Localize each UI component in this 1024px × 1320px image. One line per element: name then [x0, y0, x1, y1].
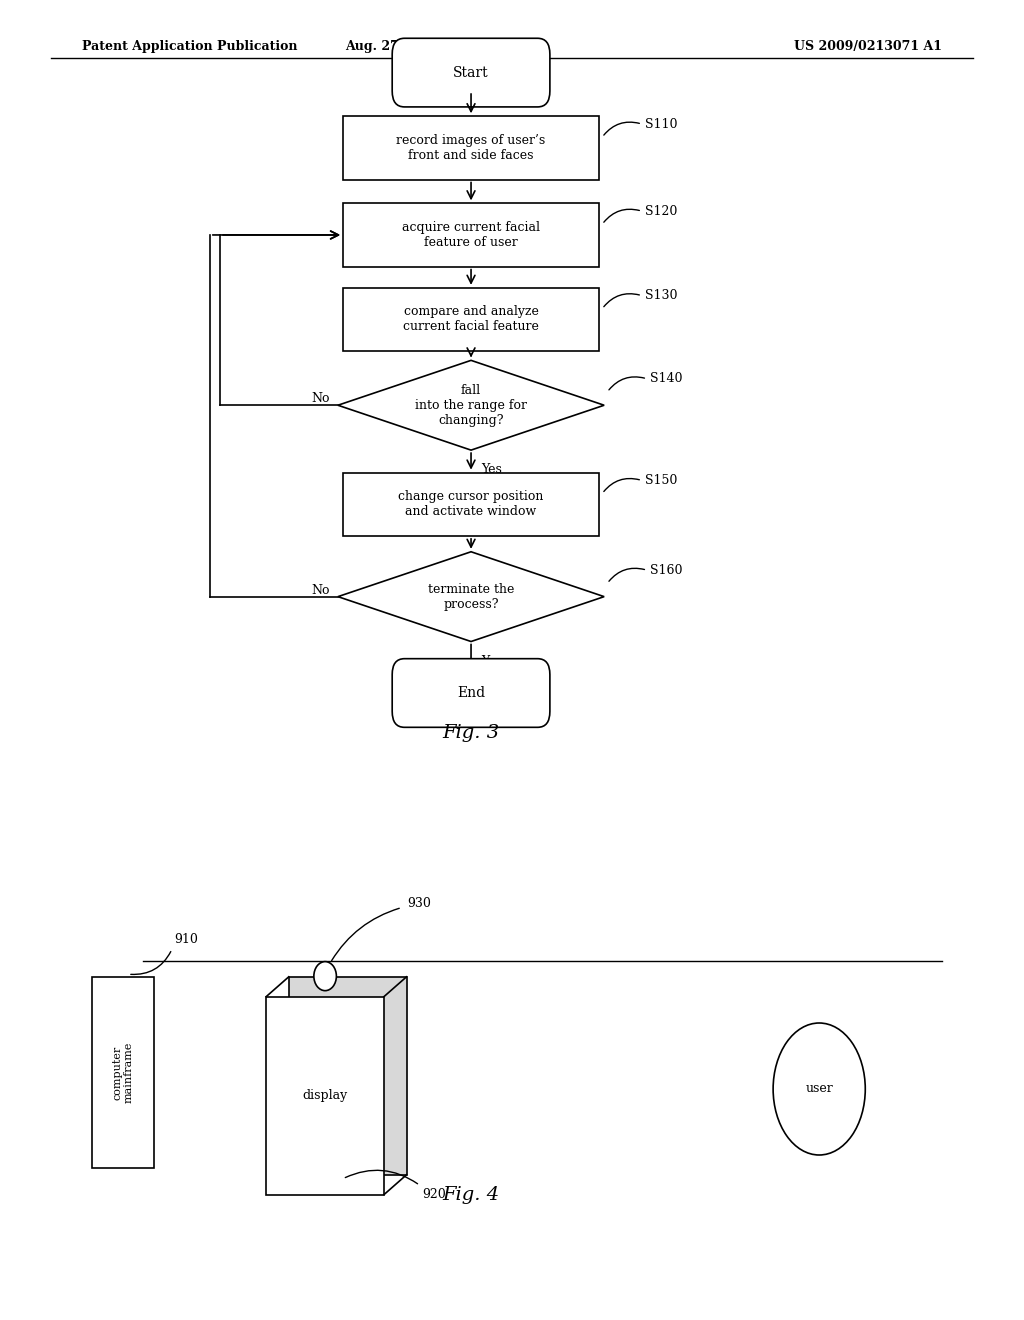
Text: 930: 930: [408, 898, 431, 909]
Text: S130: S130: [645, 289, 678, 302]
Text: computer
mainframe: computer mainframe: [112, 1041, 134, 1104]
Text: Fig. 3: Fig. 3: [442, 723, 500, 742]
FancyBboxPatch shape: [392, 38, 550, 107]
Text: S120: S120: [645, 205, 678, 218]
Text: terminate the
process?: terminate the process?: [428, 582, 514, 611]
Text: US 2009/0213071 A1: US 2009/0213071 A1: [794, 40, 942, 53]
Text: acquire current facial
feature of user: acquire current facial feature of user: [402, 220, 540, 249]
Text: Fig. 4: Fig. 4: [442, 1185, 500, 1204]
Text: user: user: [805, 1082, 834, 1096]
Text: S150: S150: [645, 474, 678, 487]
Text: display: display: [302, 1089, 348, 1102]
Text: S160: S160: [650, 564, 683, 577]
Text: Patent Application Publication: Patent Application Publication: [82, 40, 297, 53]
Polygon shape: [338, 360, 604, 450]
Circle shape: [313, 961, 336, 990]
Text: fall
into the range for
changing?: fall into the range for changing?: [415, 384, 527, 426]
Polygon shape: [266, 997, 384, 1195]
Bar: [343, 473, 599, 536]
Text: Yes: Yes: [481, 655, 502, 668]
Text: Start: Start: [454, 66, 488, 79]
Text: compare and analyze
current facial feature: compare and analyze current facial featu…: [403, 305, 539, 334]
Text: No: No: [311, 392, 330, 405]
Text: S110: S110: [645, 117, 678, 131]
Ellipse shape: [773, 1023, 865, 1155]
Polygon shape: [289, 977, 407, 1175]
Text: 910: 910: [174, 933, 198, 946]
Text: Yes: Yes: [481, 463, 502, 477]
Bar: [343, 288, 599, 351]
Text: S140: S140: [650, 372, 683, 385]
Text: record images of user’s
front and side faces: record images of user’s front and side f…: [396, 133, 546, 162]
Text: Aug. 27, 2009  Sheet 2 of 3: Aug. 27, 2009 Sheet 2 of 3: [345, 40, 536, 53]
Bar: [343, 116, 599, 180]
Text: No: No: [311, 583, 330, 597]
Text: 920: 920: [422, 1188, 445, 1201]
Polygon shape: [338, 552, 604, 642]
FancyBboxPatch shape: [392, 659, 550, 727]
Bar: [343, 203, 599, 267]
Bar: [92, 977, 154, 1168]
Text: change cursor position
and activate window: change cursor position and activate wind…: [398, 490, 544, 519]
Text: End: End: [457, 686, 485, 700]
